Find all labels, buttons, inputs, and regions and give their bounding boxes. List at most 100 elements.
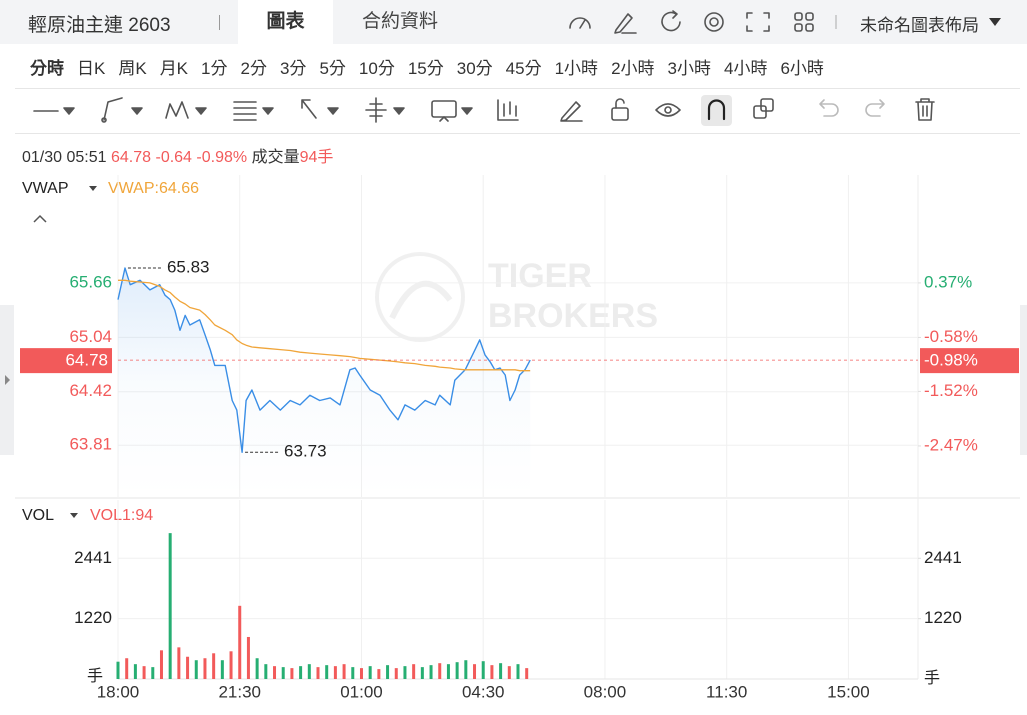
period-option[interactable]: 日K	[77, 59, 106, 78]
volume-bar	[473, 664, 477, 679]
volume-bar	[151, 667, 155, 679]
period-option[interactable]: 2小時	[611, 59, 655, 78]
period-option[interactable]: 1分	[201, 59, 228, 78]
price-area	[118, 268, 531, 497]
lock-tool[interactable]	[611, 98, 629, 121]
volume-bar	[133, 664, 137, 679]
tab[interactable]: 合約資料	[361, 11, 438, 32]
period-option[interactable]: 6小時	[780, 59, 824, 78]
x-tick-label: 15:00	[827, 682, 870, 701]
volume-bar	[290, 668, 294, 679]
period-option[interactable]: 5分	[319, 59, 346, 78]
refresh-icon[interactable]	[661, 10, 681, 32]
volume-bar	[325, 665, 329, 679]
collapse-icon[interactable]	[33, 214, 47, 223]
volume-bar	[159, 650, 163, 679]
trend-tool[interactable]	[101, 97, 143, 123]
extreme-label: 63.73	[284, 442, 327, 461]
period-option[interactable]: 3小時	[667, 59, 711, 78]
candle-tool[interactable]	[497, 99, 519, 121]
instrument-title: 輕原油主連 2603	[28, 15, 171, 36]
volume-bar	[316, 667, 320, 679]
layout-name[interactable]: 未命名圖表佈局	[860, 16, 979, 35]
indicator-value: VOL1:94	[90, 507, 153, 524]
draw-icon[interactable]	[614, 13, 637, 34]
volume-bar	[464, 660, 468, 679]
fullscreen-icon[interactable]	[746, 12, 770, 32]
period-option[interactable]: 15分	[407, 59, 444, 78]
period-option[interactable]: 45分	[505, 59, 542, 78]
pattern-tool[interactable]	[165, 101, 207, 119]
text-tool[interactable]	[431, 100, 473, 122]
pen-tool[interactable]	[560, 101, 583, 122]
side-handle[interactable]	[0, 305, 14, 455]
volume-bar	[273, 666, 277, 679]
indicator-name[interactable]: VOL	[22, 507, 54, 524]
x-tick-label: 11:30	[706, 682, 747, 701]
visibility-tool[interactable]	[655, 103, 681, 117]
period-option[interactable]: 分時	[30, 59, 64, 78]
dropdown-arrow[interactable]	[988, 15, 1002, 29]
dropdown-arrow[interactable]	[89, 186, 97, 191]
side-handle-arrow	[5, 375, 10, 385]
volume-bar	[342, 664, 346, 679]
volume-bar	[116, 661, 120, 679]
header-icons	[569, 10, 837, 34]
period-option[interactable]: 1小時	[554, 59, 599, 78]
volume-bar	[194, 660, 198, 679]
volume-bar	[255, 658, 259, 679]
quote-row: 01/30 05:51 64.78 -0.64 -0.98% 成交量94手	[22, 143, 333, 167]
tab[interactable]: 圖表	[238, 0, 333, 44]
drawing-toolbar	[33, 95, 935, 126]
x-tick-label: 01:00	[340, 682, 383, 701]
speed-icon[interactable]	[569, 17, 591, 29]
volume-bar	[142, 666, 146, 679]
volume-bar	[186, 656, 190, 679]
period-option[interactable]: 4小時	[724, 59, 768, 78]
x-tick-label: 04:30	[462, 682, 505, 701]
period-option[interactable]: 月K	[159, 59, 189, 78]
volume-bar	[377, 669, 381, 679]
grid-icon[interactable]	[794, 12, 814, 32]
redo-tool[interactable]	[865, 99, 885, 117]
last-price-tag	[20, 348, 112, 374]
volume-bar	[525, 668, 529, 679]
volume-bar	[264, 664, 268, 679]
side-handle[interactable]	[1020, 305, 1027, 455]
volume-bar	[281, 667, 285, 679]
volume-bar	[203, 658, 207, 679]
volume-bar	[359, 668, 363, 679]
settings-icon[interactable]	[704, 12, 724, 32]
period-option[interactable]: 3分	[279, 59, 307, 78]
volume-bar	[455, 662, 459, 679]
volume-bar	[368, 666, 372, 679]
volume-bar	[168, 533, 172, 679]
unit-label: 手	[87, 667, 103, 685]
period-option[interactable]: 周K	[118, 59, 147, 78]
clone-tool[interactable]	[753, 98, 774, 119]
period-option[interactable]: 10分	[358, 59, 395, 78]
line-tool[interactable]	[33, 107, 75, 115]
period-option[interactable]: 2分	[240, 59, 267, 78]
measure-tool[interactable]	[365, 97, 405, 123]
dropdown-arrow[interactable]	[70, 513, 78, 518]
volume-bar	[212, 653, 216, 679]
volume-bar	[420, 667, 424, 679]
delete-tool[interactable]	[915, 98, 935, 121]
last-price-label: 64.78	[65, 351, 108, 370]
volume-bar	[238, 605, 242, 679]
volume-bar	[351, 667, 355, 679]
magnet-tool[interactable]	[707, 99, 726, 121]
volume-bar	[177, 647, 181, 679]
indicator-name[interactable]: VWAP	[22, 180, 69, 197]
arrow-tool[interactable]	[301, 99, 339, 119]
y-tick-label: 2441	[74, 548, 112, 567]
volume-bar	[429, 665, 433, 679]
undo-tool[interactable]	[819, 99, 839, 117]
fib-tool[interactable]	[233, 101, 274, 121]
volume-bar	[394, 668, 398, 679]
period-option[interactable]: 30分	[456, 59, 493, 78]
watermark-logo	[375, 252, 465, 342]
